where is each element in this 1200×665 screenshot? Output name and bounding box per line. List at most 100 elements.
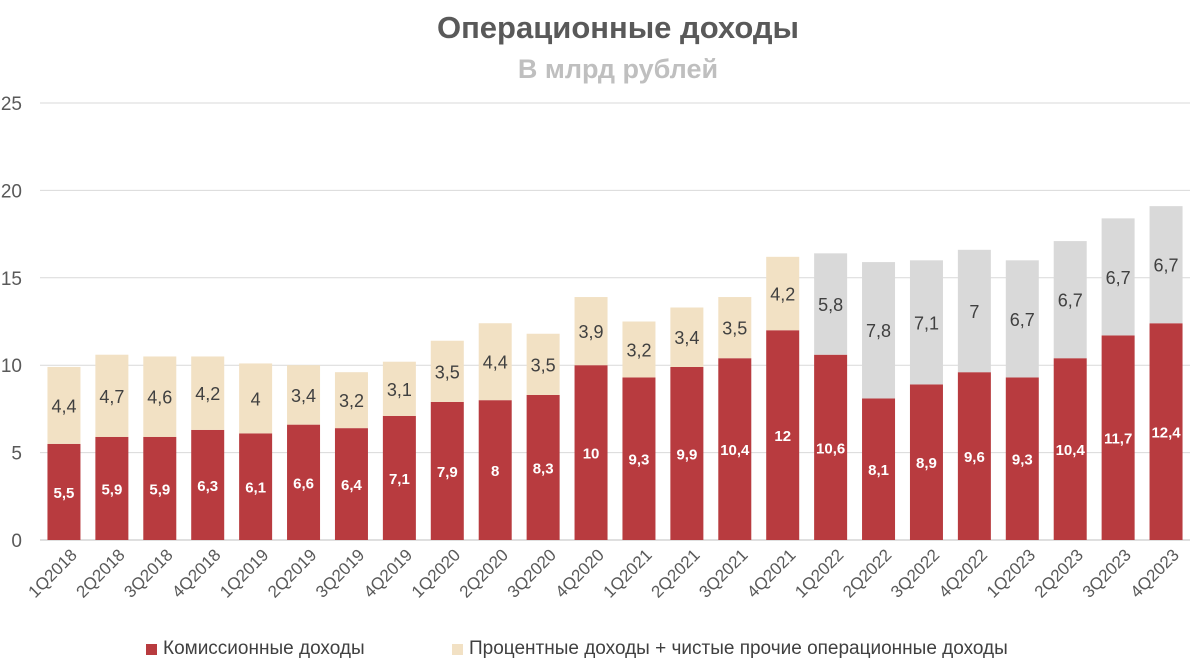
y-tick-label: 25 [1, 94, 22, 115]
data-label-commission: 5,9 [101, 481, 122, 498]
bar-commission [1053, 358, 1087, 540]
data-label-commission: 8,3 [533, 460, 554, 477]
x-tick-label: 4Q2019 [360, 545, 416, 601]
data-label-interest: 6,7 [1154, 256, 1179, 276]
x-tick-label: 1Q2023 [983, 545, 1039, 601]
bar-interest [622, 321, 656, 378]
x-tick-label: 4Q2018 [168, 545, 224, 601]
data-label-interest: 7 [969, 302, 979, 322]
bar-interest [430, 340, 464, 402]
data-label-interest: 4,7 [99, 387, 124, 407]
data-label-commission: 6,6 [293, 475, 314, 492]
data-label-interest: 3,4 [291, 386, 316, 406]
bar-interest [334, 372, 368, 429]
x-tick-label: 2Q2019 [264, 545, 320, 601]
x-tick-label: 3Q2021 [695, 545, 751, 601]
bar-interest [47, 366, 81, 444]
legend-label-commission: Комиссионные доходы [163, 638, 365, 659]
x-tick-label: 4Q2023 [1127, 545, 1183, 601]
x-tick-label: 4Q2020 [552, 545, 608, 601]
data-label-interest: 4,4 [483, 353, 508, 373]
data-label-interest: 3,5 [722, 319, 747, 339]
bar-interest [1149, 206, 1183, 324]
data-label-interest: 6,7 [1106, 268, 1131, 288]
data-label-commission: 10,6 [816, 440, 845, 457]
bar-interest [814, 253, 848, 355]
x-tick-label: 1Q2018 [25, 545, 81, 601]
bar-commission [1101, 335, 1135, 540]
data-label-commission: 10 [583, 446, 600, 463]
bar-commission [334, 428, 368, 540]
bar-commission [239, 433, 273, 540]
stacked-bar-chart: 0 5 10 15 20 25 5,5 4,4 1Q2018 5,9 4,7 2Q2018 5,9 4,6… [1, 94, 1190, 602]
bar-commission [287, 424, 321, 540]
x-tick-label: 2Q2021 [647, 545, 703, 601]
bar-interest [766, 256, 800, 331]
bar-interest [287, 365, 321, 425]
bar-commission [1005, 377, 1039, 540]
y-tick-label: 0 [11, 531, 22, 552]
x-tick-label: 3Q2019 [312, 545, 368, 601]
bar-commission [957, 372, 991, 540]
data-label-commission: 7,1 [389, 471, 410, 488]
data-label-interest: 3,2 [626, 340, 651, 360]
data-label-interest: 7,1 [914, 313, 939, 333]
x-tick-label: 2Q2022 [839, 545, 895, 601]
data-label-commission: 8 [491, 463, 499, 480]
data-label-interest: 4,4 [51, 396, 76, 416]
x-tick-label: 1Q2021 [600, 545, 656, 601]
legend-item-interest: Процентные доходы + чистые прочие операц… [452, 638, 1008, 660]
x-tick-label: 2Q2018 [72, 545, 128, 601]
data-label-interest: 6,7 [1058, 291, 1083, 311]
bar-interest [478, 323, 512, 401]
bar-commission [1149, 323, 1183, 540]
bar-commission [909, 384, 943, 540]
y-tick-label: 20 [1, 181, 22, 202]
data-label-interest: 6,7 [1010, 310, 1035, 330]
data-label-interest: 4,6 [147, 388, 172, 408]
bar-interest [909, 260, 943, 385]
y-tick-label: 15 [1, 269, 22, 290]
bar-commission [47, 443, 81, 540]
data-label-commission: 8,1 [868, 462, 889, 479]
bar-interest [191, 356, 225, 430]
bar-interest [143, 356, 177, 437]
data-label-commission: 8,9 [916, 455, 937, 472]
x-tick-label: 3Q2018 [120, 545, 176, 601]
data-label-interest: 3,4 [674, 328, 699, 348]
x-tick-label: 3Q2020 [504, 545, 560, 601]
x-tick-label: 1Q2022 [791, 545, 847, 601]
data-label-commission: 9,3 [1012, 452, 1033, 469]
data-label-interest: 3,1 [387, 380, 412, 400]
bar-commission [430, 401, 464, 540]
data-label-interest: 5,8 [818, 295, 843, 315]
legend-swatch-interest [452, 643, 463, 655]
legend-swatch-commission [146, 643, 157, 655]
x-tick-label: 1Q2019 [216, 545, 272, 601]
data-label-commission: 10,4 [720, 442, 750, 459]
data-label-commission: 9,3 [629, 452, 650, 469]
data-label-interest: 4 [251, 389, 261, 409]
data-label-commission: 9,9 [676, 446, 697, 463]
bar-interest [1101, 218, 1135, 336]
bar-interest [574, 297, 608, 366]
chart-title: Операционные доходы [436, 10, 800, 45]
bar-commission [670, 366, 704, 540]
y-tick-label: 5 [11, 444, 22, 465]
bar-interest [382, 361, 416, 416]
bar-interest [1005, 260, 1039, 378]
data-label-interest: 7,8 [866, 321, 891, 341]
data-label-interest: 3,5 [531, 355, 556, 375]
data-label-commission: 10,4 [1056, 442, 1086, 459]
data-label-commission: 6,1 [245, 480, 266, 497]
x-tick-label: 2Q2023 [1031, 545, 1087, 601]
bar-commission [862, 398, 896, 540]
bar-commission [526, 394, 560, 540]
bar-commission [143, 436, 177, 540]
bar-commission [814, 354, 848, 540]
chart-subtitle: В млрд рублей [517, 54, 719, 84]
data-label-commission: 7,9 [437, 464, 458, 481]
bar-interest [95, 354, 129, 437]
data-label-commission: 12 [774, 428, 791, 445]
bar-interest [239, 363, 273, 434]
